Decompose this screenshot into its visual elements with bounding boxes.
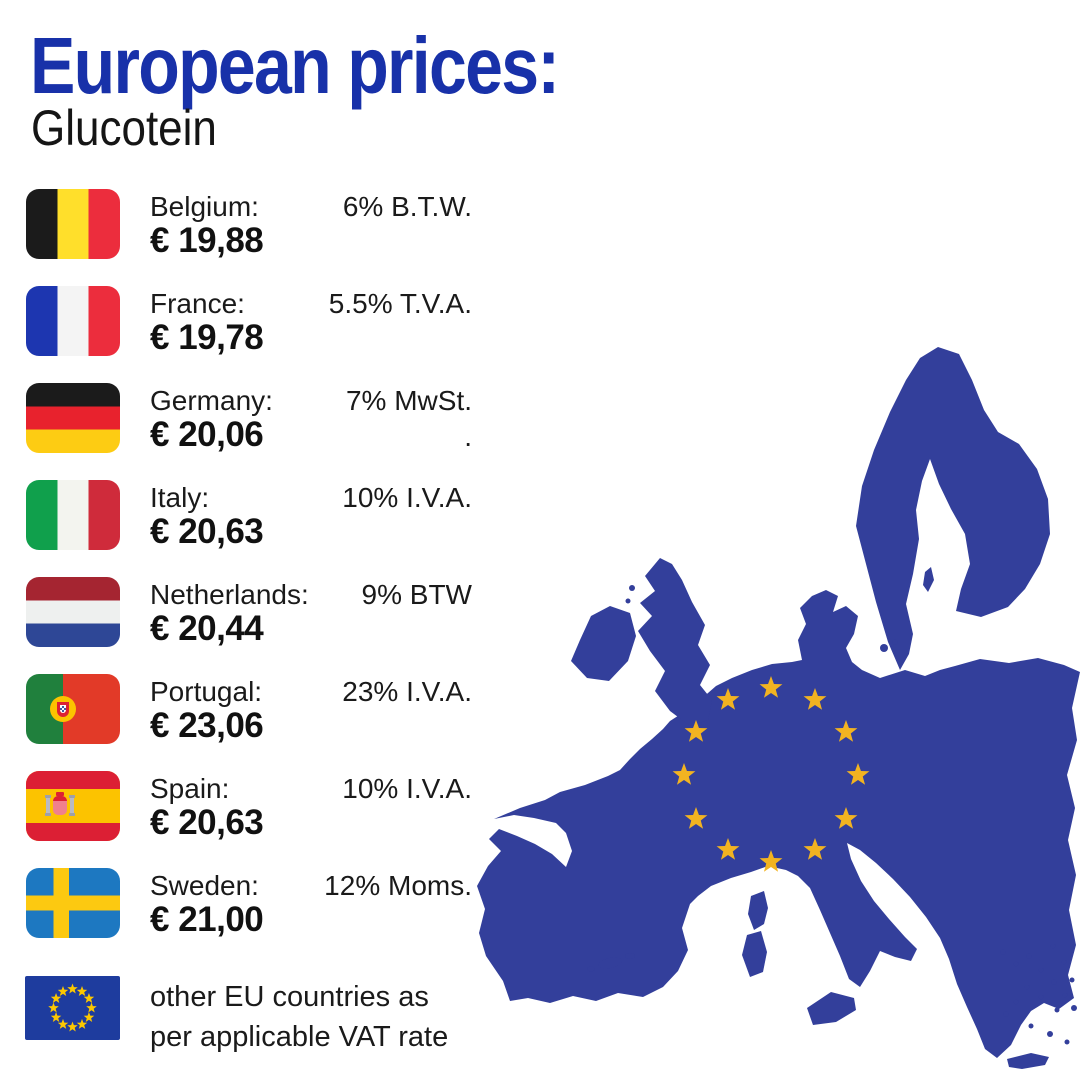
page-title: European prices: xyxy=(30,21,560,110)
footer-text: other EU countries as per applicable VAT… xyxy=(150,976,448,1057)
vat-label: 7% MwSt. xyxy=(345,385,472,416)
country-label: Germany: xyxy=(150,385,273,416)
price-value: € 21,00 xyxy=(150,900,264,939)
map-ireland xyxy=(571,606,636,681)
price-row-france: France: 5.5% T.V.A. € 19,78 xyxy=(26,286,472,357)
footer-note: other EU countries as per applicable VAT… xyxy=(25,976,448,1057)
price-row-belgium: Belgium: 6% B.T.W. € 19,88 xyxy=(26,189,472,260)
belgium-flag-icon xyxy=(26,189,120,259)
price-row-italy: Italy: 10% I.V.A. € 20,63 xyxy=(26,480,472,551)
germany-flag-icon xyxy=(26,383,120,453)
netherlands-flag-icon xyxy=(26,577,120,647)
vat-label: 9% BTW xyxy=(361,579,472,610)
footer-text-line2: per applicable VAT rate xyxy=(150,1021,449,1053)
europe-map-image xyxy=(477,347,1080,1069)
map-balearics xyxy=(598,957,622,969)
sweden-flag-icon xyxy=(26,868,120,938)
price-value: € 20,63 xyxy=(150,512,264,551)
footer-text-line1: other EU countries as xyxy=(150,981,429,1013)
price-list: Belgium: 6% B.T.W. € 19,88 France: 5.5% … xyxy=(26,189,472,965)
price-value: € 19,78 xyxy=(150,318,264,357)
eu-flag-icon xyxy=(25,976,120,1040)
price-value: € 20,06 xyxy=(150,415,264,454)
country-label: Spain: xyxy=(150,773,230,804)
country-label: Sweden: xyxy=(150,870,259,901)
italy-flag-icon xyxy=(26,480,120,550)
map-scandinavia xyxy=(856,347,1050,670)
vat-label: 12% Moms. xyxy=(324,870,472,901)
vat-label: 6% B.T.W. xyxy=(342,191,472,222)
vat-label: 23% I.V.A. xyxy=(342,676,472,707)
map-mainland xyxy=(477,590,1080,1058)
country-label: France: xyxy=(150,288,245,319)
country-label: Italy: xyxy=(150,482,210,513)
price-value: € 23,06 xyxy=(150,706,264,745)
price-value: € 20,63 xyxy=(150,803,264,842)
price-value: € 19,88 xyxy=(150,221,264,260)
price-value: € 20,44 xyxy=(150,609,264,648)
spain-flag-icon xyxy=(26,771,120,841)
france-flag-icon xyxy=(26,286,120,356)
vat-label: 5.5% T.V.A. xyxy=(328,288,472,319)
portugal-flag-icon xyxy=(26,674,120,744)
country-label: Belgium: xyxy=(150,191,259,222)
vat-label: 10% I.V.A. xyxy=(342,773,472,804)
country-label: Netherlands: xyxy=(150,579,309,610)
price-row-germany: Germany: 7% MwSt. € 20,06 . xyxy=(26,383,472,454)
map-sardinia xyxy=(742,931,767,977)
price-row-spain: Spain: 10% I.V.A. € 20,63 xyxy=(26,771,472,842)
map-great-britain xyxy=(638,558,712,726)
page-subtitle: Glucotein xyxy=(31,100,217,156)
price-row-netherlands: Netherlands: 9% BTW € 20,44 xyxy=(26,577,472,648)
map-gotland xyxy=(923,567,934,592)
map-aegean-islands xyxy=(1000,943,1077,1045)
country-label: Portugal: xyxy=(150,676,263,707)
vat-label-line2: . xyxy=(464,421,472,452)
vat-label: 10% I.V.A. xyxy=(342,482,472,513)
map-sicily xyxy=(807,992,856,1025)
price-row-portugal: Portugal: 23% I.V.A. € 23,06 xyxy=(26,674,472,745)
price-row-sweden: Sweden: 12% Moms. € 21,00 xyxy=(26,868,472,939)
map-crete xyxy=(1007,1053,1049,1069)
map-corsica xyxy=(748,891,768,930)
